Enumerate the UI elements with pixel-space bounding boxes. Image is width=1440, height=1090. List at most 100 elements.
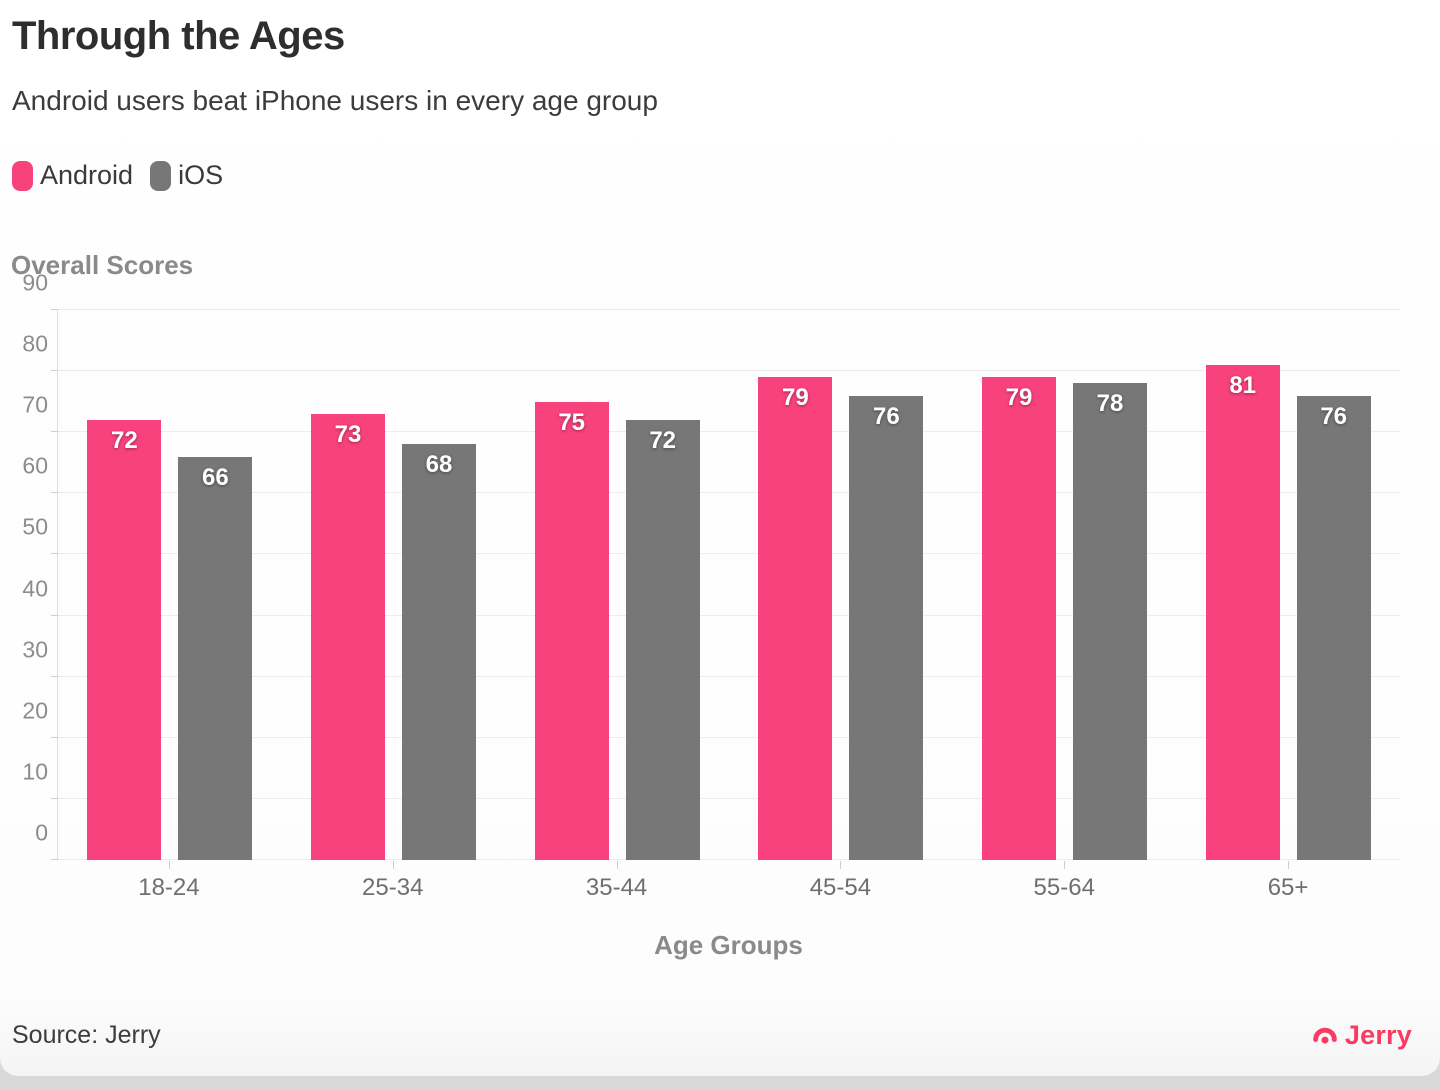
bar-android-35-44[interactable]: 75 [534, 401, 609, 860]
y-tick-mark [51, 553, 58, 555]
bar-value-label: 66 [201, 463, 229, 491]
chart-subtitle: Android users beat iPhone users in every… [12, 85, 658, 116]
x-tick-label-65+: 65+ [1267, 874, 1309, 901]
bar-value-label: 79 [1005, 384, 1033, 412]
bar-android-18-24[interactable]: 72 [87, 420, 162, 860]
android-swatch-icon [12, 160, 33, 191]
y-tick-label-0: 0 [35, 819, 48, 846]
legend-item-ios: iOS [150, 160, 223, 191]
x-tick-mark [1064, 861, 1066, 869]
bar-ios-35-44[interactable]: 72 [625, 420, 700, 860]
y-tick-label-90: 90 [22, 269, 48, 296]
x-tick-mark [168, 861, 170, 869]
bar-ios-25-34[interactable]: 68 [402, 444, 476, 860]
y-tick-mark [51, 614, 58, 616]
x-tick-label-25-34: 25-34 [362, 874, 424, 901]
bar-series-container: 72 66 73 68 75 72 79 76 79 78 81 76 [58, 310, 1400, 860]
bar-value-label: 72 [649, 427, 677, 454]
bar-value-label: 68 [425, 451, 453, 479]
x-axis-tick-labels: 18-24 25-34 35-44 45-54 55-64 65+ [57, 861, 1400, 902]
gridline-60 [58, 492, 1400, 494]
bar-group-25-34: 73 68 [282, 310, 506, 860]
ios-swatch-icon [150, 160, 172, 191]
x-tick-label-18-24: 18-24 [138, 874, 200, 901]
gridline-30 [58, 675, 1400, 677]
x-tick-mark [616, 861, 618, 869]
x-cell-35-44: 35-44 [505, 861, 729, 902]
y-axis-tick-labels: 0 10 20 30 40 50 60 70 80 90 [0, 270, 48, 860]
bar-ios-55-64[interactable]: 78 [1073, 383, 1148, 860]
source-attribution: Source: Jerry [12, 1021, 161, 1049]
y-tick-mark [51, 370, 58, 372]
y-tick-mark [51, 492, 58, 494]
bar-group-55-64: 79 78 [953, 310, 1177, 860]
bar-android-65+[interactable]: 81 [1205, 365, 1280, 860]
bar-android-45-54[interactable]: 79 [758, 377, 833, 860]
chart-footer: Source: Jerry Jerry [12, 1020, 1412, 1051]
gridline-80 [58, 370, 1400, 372]
gridline-50 [58, 553, 1400, 555]
y-tick-mark [51, 859, 58, 860]
x-tick-mark [840, 861, 842, 869]
chart-title: Through the Ages [12, 14, 345, 58]
bar-group-45-54: 79 76 [729, 310, 953, 860]
bar-ios-45-54[interactable]: 76 [849, 395, 924, 860]
gridline-90 [58, 309, 1400, 310]
y-tick-mark [51, 431, 58, 433]
bar-value-label: 75 [558, 408, 586, 436]
x-cell-55-64: 55-64 [952, 861, 1176, 902]
plot-area: 72 66 73 68 75 72 79 76 79 78 81 76 [51, 309, 1400, 860]
x-cell-18-24: 18-24 [57, 861, 281, 902]
x-cell-65+: 65+ [1176, 861, 1400, 902]
y-tick-label-80: 80 [22, 330, 48, 357]
y-tick-label-60: 60 [22, 452, 48, 479]
x-axis-title: Age Groups [654, 930, 803, 960]
x-tick-label-35-44: 35-44 [585, 874, 648, 901]
bar-value-label: 76 [872, 402, 900, 430]
bar-value-label: 81 [1229, 372, 1257, 399]
legend-item-android: Android [12, 160, 133, 191]
y-tick-label-40: 40 [22, 575, 48, 602]
x-tick-mark [1288, 861, 1290, 869]
legend-label-ios: iOS [178, 160, 224, 190]
y-tick-mark [51, 309, 58, 310]
x-cell-25-34: 25-34 [281, 861, 505, 902]
legend-label-android: Android [40, 160, 134, 190]
bar-group-65+: 81 76 [1176, 310, 1400, 860]
y-tick-mark [51, 675, 58, 677]
gridline-0 [58, 859, 1400, 860]
gridline-40 [58, 614, 1400, 616]
jerry-logo: Jerry [1311, 1020, 1412, 1051]
gridline-10 [58, 797, 1400, 799]
gridline-70 [58, 431, 1400, 433]
jerry-logo-text: Jerry [1344, 1020, 1412, 1050]
x-tick-mark [392, 861, 394, 869]
bar-android-25-34[interactable]: 73 [311, 413, 385, 860]
bar-value-label: 78 [1096, 390, 1124, 418]
jerry-arc-icon [1311, 1022, 1339, 1050]
y-tick-label-50: 50 [22, 513, 48, 540]
y-tick-label-20: 20 [22, 697, 48, 724]
bar-value-label: 79 [781, 384, 809, 412]
x-tick-label-55-64: 55-64 [1033, 874, 1095, 901]
bar-value-label: 76 [1320, 402, 1348, 430]
x-tick-label-45-54: 45-54 [809, 874, 872, 901]
y-tick-mark [51, 736, 58, 738]
bar-ios-18-24[interactable]: 66 [178, 456, 253, 860]
bar-value-label: 73 [334, 420, 362, 448]
bar-ios-65+[interactable]: 76 [1296, 395, 1371, 860]
bar-android-55-64[interactable]: 79 [982, 377, 1057, 860]
bar-value-label: 72 [110, 427, 138, 454]
legend: Android iOS [12, 160, 223, 191]
bar-group-35-44: 75 72 [505, 310, 729, 860]
gridline-20 [58, 736, 1400, 738]
y-tick-label-10: 10 [22, 758, 48, 785]
y-axis-title: Overall Scores [11, 250, 194, 280]
x-cell-45-54: 45-54 [728, 861, 952, 902]
y-tick-label-70: 70 [22, 391, 48, 418]
bar-group-18-24: 72 66 [58, 310, 282, 860]
y-tick-label-30: 30 [22, 636, 48, 663]
chart-header: Through the Ages Android users beat iPho… [12, 14, 658, 117]
y-tick-mark [51, 797, 58, 799]
